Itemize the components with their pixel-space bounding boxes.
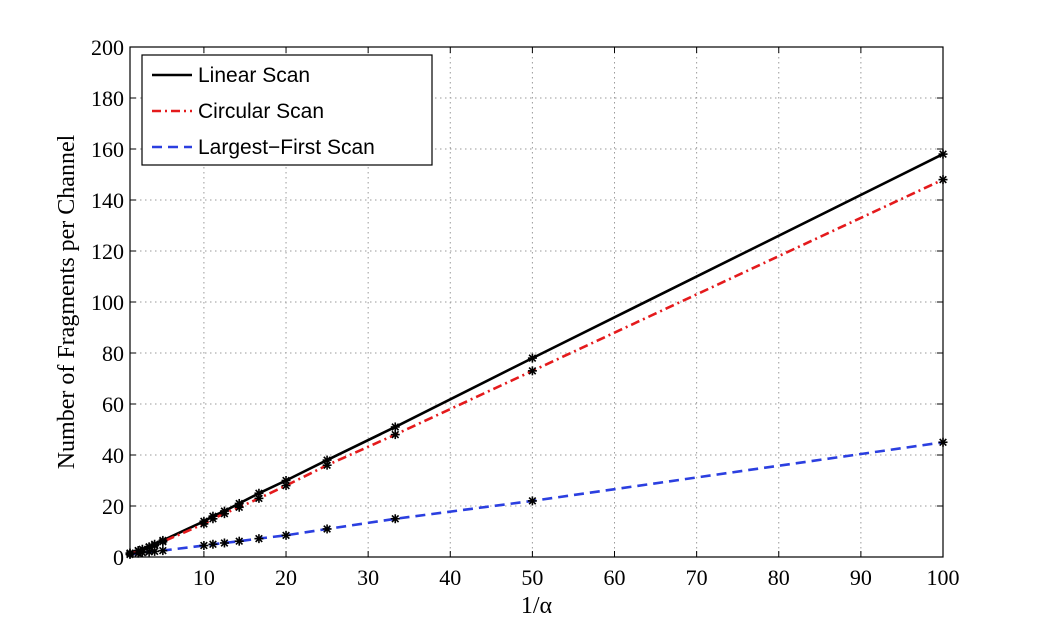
data-point-marker: [219, 509, 229, 519]
x-tick-label: 10: [193, 565, 215, 590]
data-point-marker: [281, 481, 291, 491]
tick-layer: 10 20 30 40 50 60 70 80 90 100 0 20 40 60 80 100 120 140 1…: [91, 35, 960, 590]
data-point-marker: [219, 538, 229, 548]
data-point-marker: [390, 430, 400, 440]
data-point-marker: [527, 353, 537, 363]
x-tick-label: 20: [275, 565, 297, 590]
data-point-marker: [208, 539, 218, 549]
y-tick-label: 200: [91, 35, 124, 60]
data-point-marker: [322, 524, 332, 534]
y-axis-label: Number of Fragments per Channel: [54, 134, 80, 469]
legend-label-1: Circular Scan: [198, 100, 324, 123]
x-tick-label: 100: [927, 565, 960, 590]
data-point-marker: [254, 493, 264, 503]
x-tick-label: 90: [850, 565, 872, 590]
y-tick-label: 0: [113, 545, 124, 570]
legend-label-0: Linear Scan: [198, 64, 310, 87]
data-point-marker: [199, 519, 209, 529]
x-tick-label: 50: [521, 565, 543, 590]
legend-label-2: Largest−First Scan: [198, 136, 375, 159]
data-point-marker: [527, 366, 537, 376]
x-tick-label: 30: [357, 565, 379, 590]
data-point-marker: [390, 422, 400, 432]
y-tick-label: 60: [102, 392, 124, 417]
data-point-marker: [322, 460, 332, 470]
data-point-marker: [390, 514, 400, 524]
data-point-marker: [254, 534, 264, 544]
y-tick-label: 120: [91, 239, 124, 264]
y-tick-label: 180: [91, 86, 124, 111]
y-tick-label: 100: [91, 290, 124, 315]
y-tick-label: 140: [91, 188, 124, 213]
y-tick-label: 40: [102, 443, 124, 468]
legend: Linear Scan Circular Scan Largest−First Sc…: [141, 54, 433, 166]
data-point-marker: [208, 514, 218, 524]
data-point-marker: [234, 502, 244, 512]
x-tick-label: 40: [439, 565, 461, 590]
data-point-marker: [158, 537, 168, 547]
x-axis-label: 1/α: [521, 593, 553, 619]
y-tick-label: 80: [102, 341, 124, 366]
x-tick-label: 60: [604, 565, 626, 590]
data-point-marker: [150, 546, 160, 556]
data-point-marker: [527, 496, 537, 506]
series-line-1: [129, 178, 944, 555]
data-point-marker: [234, 536, 244, 546]
y-tick-label: 20: [102, 494, 124, 519]
data-point-marker: [199, 541, 209, 551]
series-line-2: [129, 441, 944, 556]
data-point-marker: [281, 530, 291, 540]
data-point-marker: [158, 546, 168, 556]
x-tick-label: 80: [768, 565, 790, 590]
y-tick-label: 160: [91, 137, 124, 162]
x-tick-label: 70: [686, 565, 708, 590]
